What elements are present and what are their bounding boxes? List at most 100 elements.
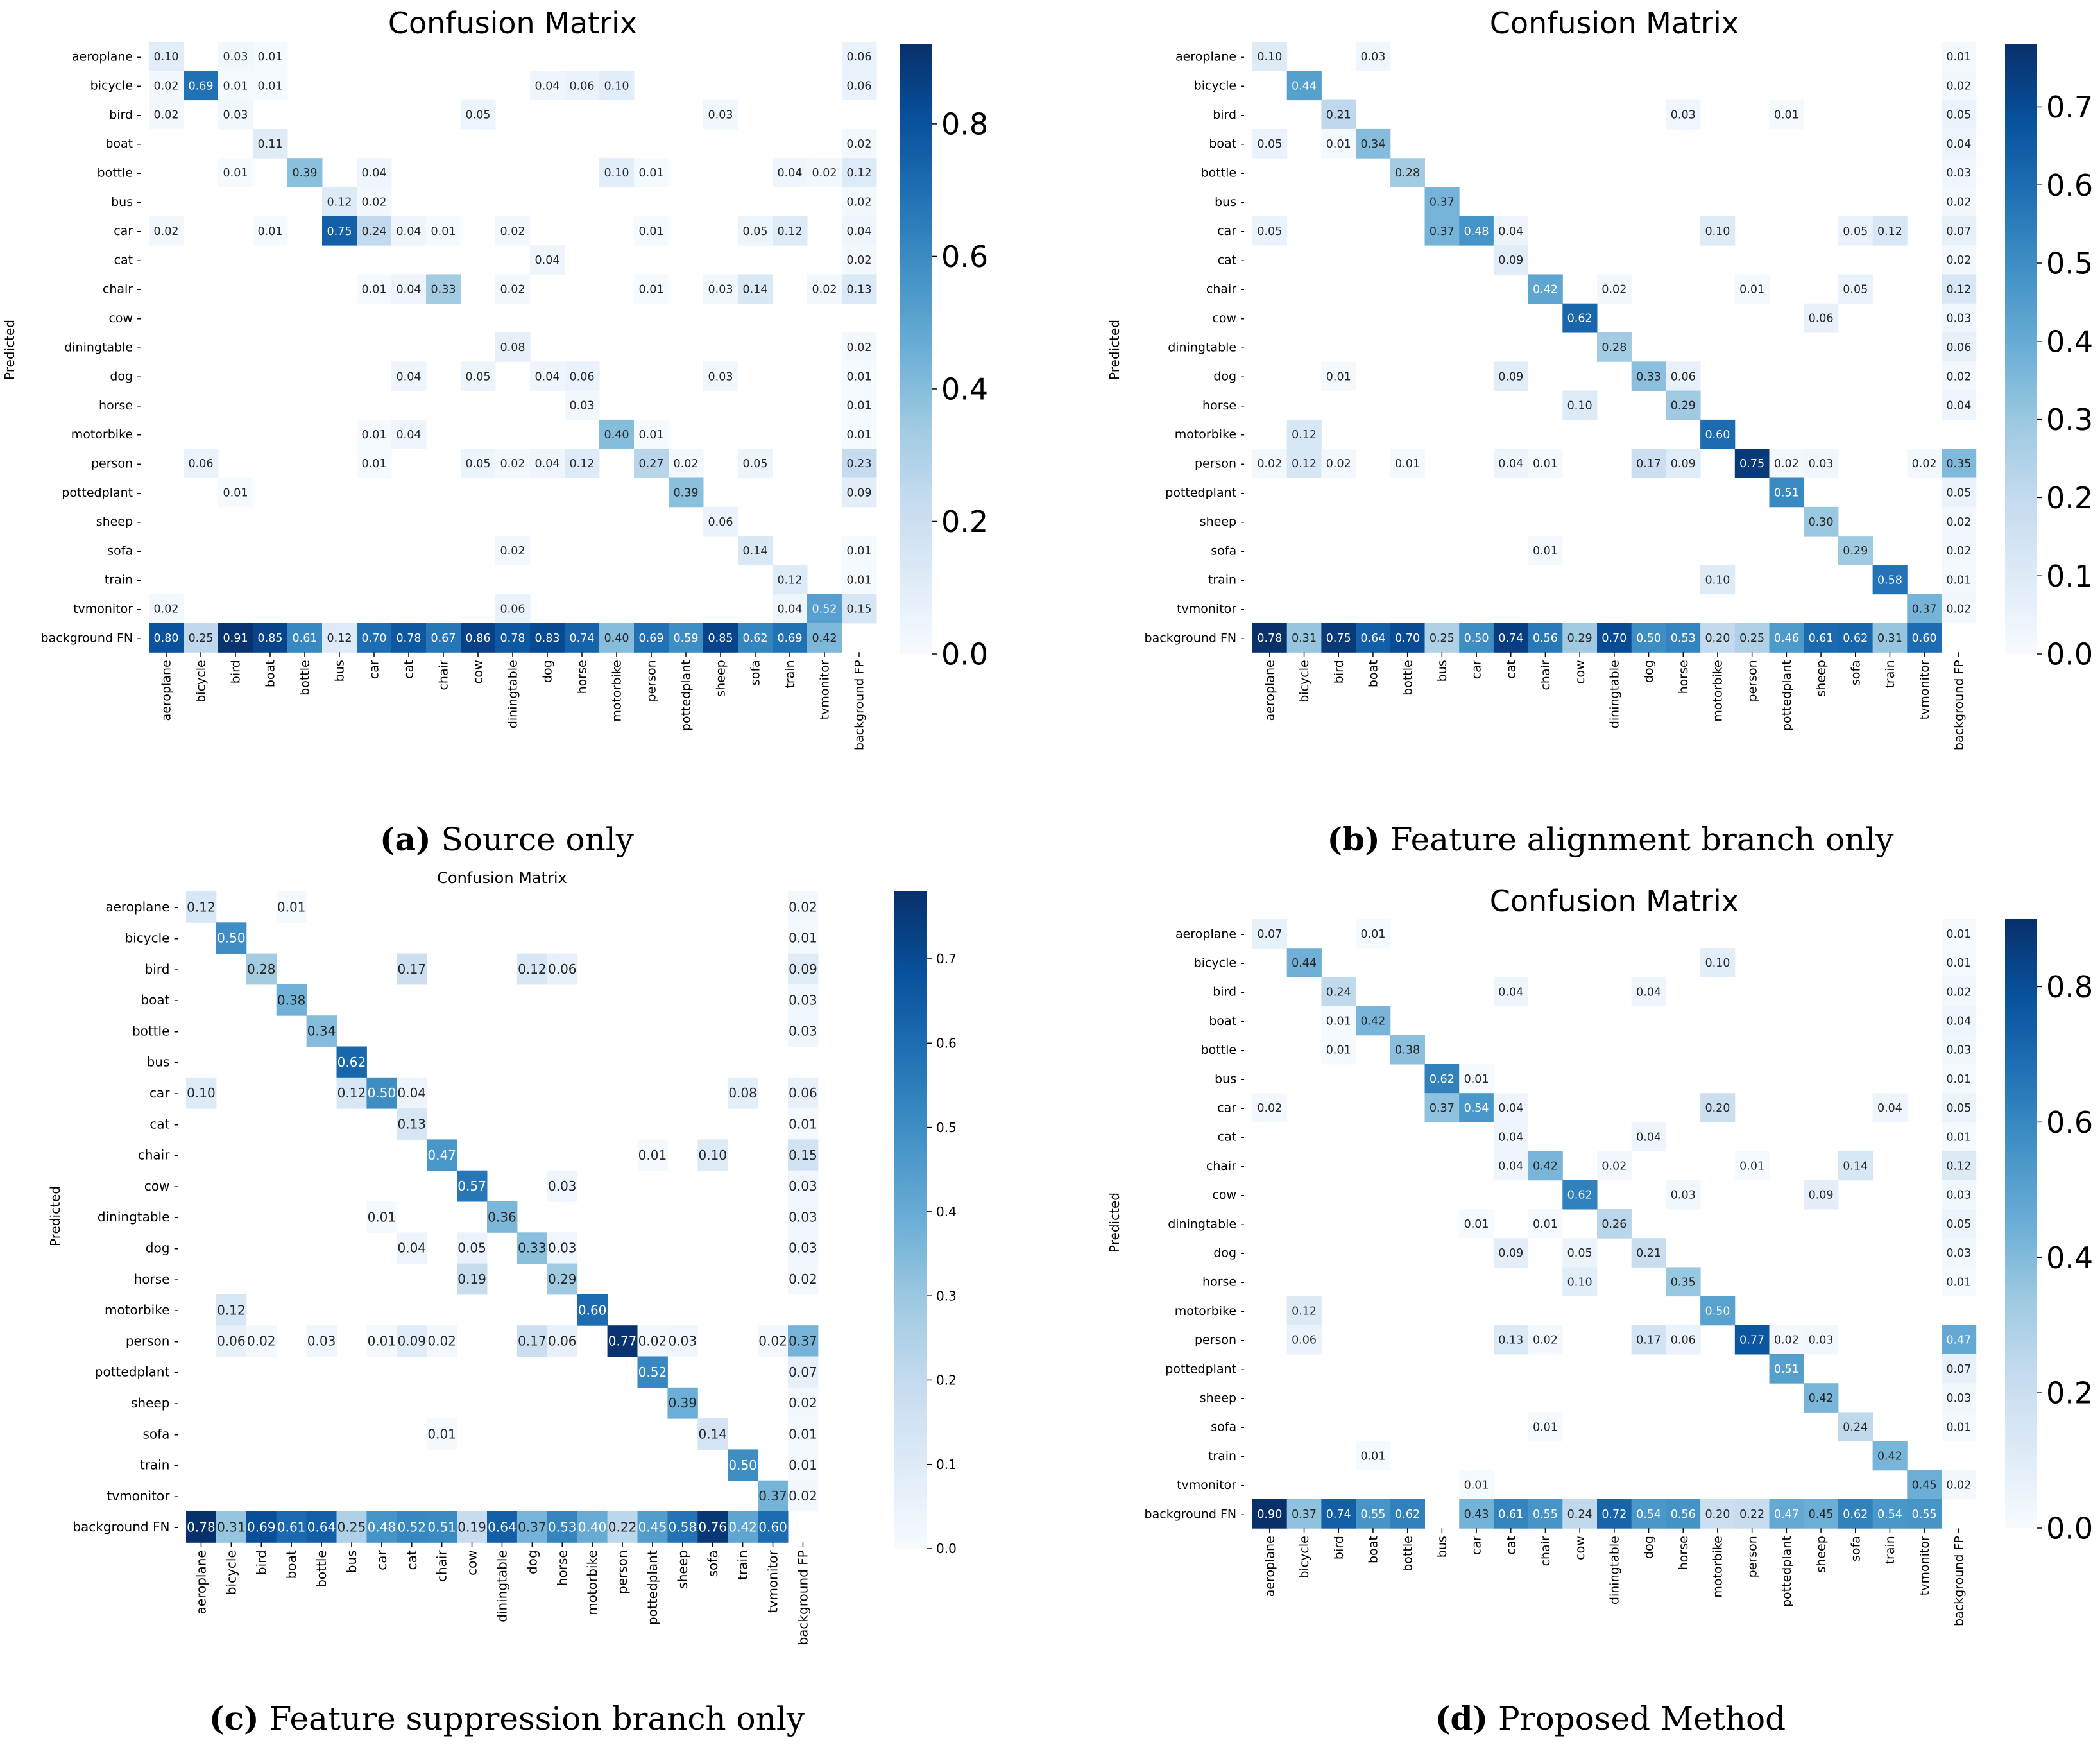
row-tick-label-background-fn: background FN -: [1145, 631, 1245, 645]
heatmap-cell-chair-chair: [1528, 1151, 1563, 1181]
cell-value-label: 0.01: [847, 545, 872, 558]
cell-value-label: 0.44: [1292, 957, 1317, 970]
cell-value-label: 0.10: [187, 1085, 216, 1101]
cell-value-label: 0.72: [1601, 1508, 1626, 1521]
cell-value-label: 0.01: [1326, 1044, 1351, 1057]
cell-value-label: 0.04: [397, 1241, 426, 1256]
cell-value-label: 0.24: [362, 225, 387, 238]
cell-value-label: 0.01: [789, 931, 817, 946]
cell-value-label: 0.31: [1877, 632, 1902, 645]
heatmap-cell-train-background-fp: [1942, 565, 1977, 595]
heatmap-cell-sofa-sofa: [697, 1418, 728, 1450]
cell-value-label: 0.01: [789, 1426, 817, 1441]
row-tick-label-car: car -: [1217, 1101, 1245, 1115]
heatmap-cell-diningtable-background-fp: [1942, 332, 1977, 362]
heatmap-cell-bottle-background-fp: [842, 158, 877, 187]
heatmap-cell-background-fn-dog: [1631, 1499, 1666, 1529]
heatmap-cell-background-fn-bicycle: [1286, 1499, 1322, 1529]
heatmap-cell-car-car: [1459, 1093, 1494, 1122]
col-tick-label-bus: bus: [344, 1550, 359, 1573]
heatmap-cell-bird-aeroplane: [149, 99, 184, 130]
heatmap-cell-cat-background-fp: [842, 245, 877, 275]
col-tick-label-tvmonitor: tvmonitor: [1918, 1536, 1932, 1595]
heatmap-cell-sheep-background-fp: [1942, 506, 1977, 537]
heatmap-cell-cow-background-fp: [1942, 303, 1977, 333]
cell-value-label: 0.05: [466, 458, 491, 470]
heatmap-cell-background-fn-bottle: [1390, 1499, 1425, 1529]
cell-value-label: 0.01: [223, 80, 248, 92]
heatmap-cell-aeroplane-aeroplane: [186, 891, 217, 923]
col-tick-label-background-fp: background FP: [795, 1550, 810, 1645]
caption-letter: (b): [1327, 820, 1380, 858]
row-tick-label-sheep: sheep -: [1200, 515, 1245, 529]
col-tick-label-car: car: [1470, 1536, 1484, 1555]
cell-value-label: 0.17: [518, 1334, 547, 1349]
row-tick-label-bicycle: bicycle -: [1194, 956, 1245, 970]
row-tick-label-bus: bus -: [147, 1054, 178, 1070]
colorbar-tick-label: 0.0: [936, 1541, 957, 1556]
heatmap-cell-sheep-sheep: [703, 506, 738, 537]
cell-value-label: 0.24: [1567, 1508, 1592, 1521]
col-tick-label-chair: chair: [437, 660, 451, 690]
heatmap-cell-background-fn-diningtable: [1597, 623, 1632, 653]
cell-value-label: 0.75: [1739, 458, 1764, 470]
heatmap-cell-car-diningtable: [495, 216, 531, 246]
heatmap-cell-chair-car: [357, 274, 392, 304]
cell-value-label: 0.04: [397, 283, 422, 296]
col-tick-label-motorbike: motorbike: [1711, 660, 1725, 721]
cell-value-label: 0.04: [1877, 1102, 1902, 1115]
row-tick-label-tvmonitor: tvmonitor -: [107, 1488, 178, 1504]
cell-value-label: 0.83: [535, 632, 560, 645]
cell-value-label: 0.85: [258, 632, 283, 645]
cell-value-label: 0.01: [362, 429, 387, 442]
cell-value-label: 0.42: [1533, 1160, 1558, 1173]
cell-value-label: 0.62: [337, 1054, 366, 1070]
row-tick-label-chair: chair -: [1206, 1159, 1245, 1173]
cell-value-label: 0.55: [1533, 1508, 1558, 1521]
col-tick-label-dog: dog: [1642, 660, 1656, 683]
cell-value-label: 0.12: [1292, 1305, 1317, 1318]
heatmap-cell-chair-cat: [391, 274, 427, 304]
heatmap-cell-diningtable-background-fp: [788, 1201, 819, 1233]
cell-value-label: 0.37: [1430, 196, 1455, 209]
row-tick-label-boat: boat -: [1209, 1014, 1245, 1028]
cell-value-label: 0.53: [548, 1519, 577, 1534]
cell-value-label: 0.12: [570, 458, 595, 470]
cell-value-label: 0.27: [639, 458, 664, 470]
cell-value-label: 0.09: [1498, 1247, 1523, 1260]
col-tick-label-car: car: [1470, 660, 1484, 679]
cell-value-label: 0.06: [1292, 1334, 1317, 1347]
cell-value-label: 0.02: [247, 1334, 276, 1349]
cell-value-label: 0.02: [758, 1334, 787, 1349]
cell-value-label: 0.01: [1360, 928, 1385, 941]
cell-value-label: 0.01: [638, 1148, 667, 1163]
heatmap-cell-person-sheep: [667, 1325, 698, 1357]
heatmap-cell-chair-background-fp: [1942, 274, 1977, 304]
panel-caption: (b) Feature alignment branch only: [1327, 820, 1895, 858]
caption-text: Feature alignment branch only: [1380, 821, 1894, 858]
cell-value-label: 0.09: [1498, 370, 1523, 383]
row-tick-label-pottedplant: pottedplant -: [1165, 1362, 1245, 1376]
heatmap-cell-background-fn-sheep: [1804, 623, 1839, 653]
cell-value-label: 0.25: [1739, 632, 1764, 645]
col-tick-label-horse: horse: [576, 660, 590, 694]
heatmap-cell-dog-horse: [1666, 361, 1701, 391]
cell-value-label: 0.01: [789, 1457, 817, 1473]
row-tick-label-boat: boat -: [141, 992, 178, 1008]
colorbar: [2005, 44, 2037, 654]
row-tick-label-tvmonitor: tvmonitor -: [1177, 602, 1245, 616]
heatmap-cell-sheep-background-fp: [1942, 1383, 1977, 1413]
col-tick-label-bicycle: bicycle: [223, 1550, 239, 1595]
heatmap-cell-dog-background-fp: [1942, 1238, 1977, 1268]
heatmap-cell-person-sheep: [1804, 1325, 1839, 1355]
heatmap-cell-background-fn-bird: [218, 623, 253, 653]
heatmap-cell-cow-horse: [547, 1170, 578, 1202]
cell-value-label: 0.29: [1843, 545, 1868, 558]
heatmap-cell-background-fn-cow: [461, 623, 496, 653]
cell-value-label: 0.12: [518, 961, 547, 977]
cell-value-label: 0.02: [789, 1488, 817, 1504]
row-tick-label-person: person -: [1195, 1333, 1245, 1347]
caption-text: Feature suppression branch only: [259, 1700, 805, 1737]
heatmap-cell-bottle-background-fp: [1942, 158, 1977, 187]
cell-value-label: 0.50: [1636, 632, 1661, 645]
